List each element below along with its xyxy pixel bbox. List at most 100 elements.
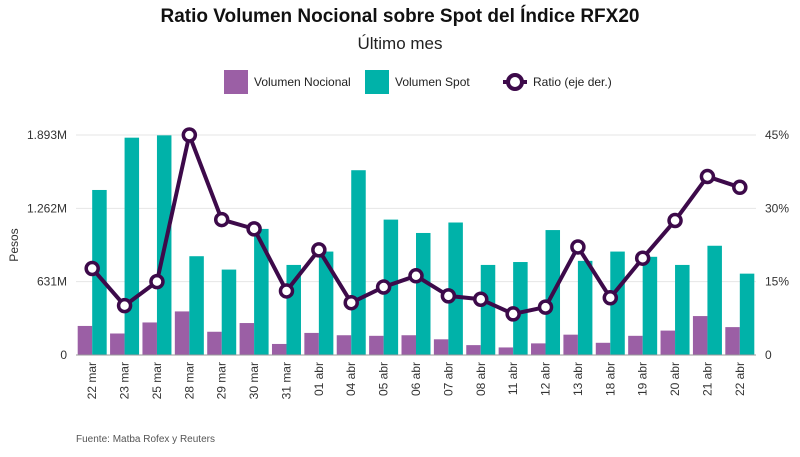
bar-nocional	[433, 339, 449, 355]
bar-nocional	[725, 327, 740, 355]
bar-nocional	[271, 343, 287, 355]
bar-spot	[156, 135, 172, 355]
x-tick-label: 28 mar	[182, 362, 196, 399]
ratio-point	[505, 306, 521, 322]
ratio-point	[732, 179, 748, 196]
bar-nocional	[174, 311, 190, 355]
x-tick-label: 05 abr	[377, 362, 391, 396]
bar-spot	[254, 228, 269, 355]
bar-spot	[642, 256, 658, 355]
x-tick-label: 01 abr	[312, 362, 326, 396]
legend: Volumen Nocional Volumen Spot Ratio (eje…	[0, 70, 800, 98]
ratio-marker-icon	[503, 73, 527, 91]
y2-tick-label: 15%	[765, 275, 789, 289]
ratio-point	[699, 168, 716, 185]
y-tick-label: 0	[60, 348, 67, 362]
bar-spot	[739, 273, 755, 355]
y-tick-label: 631M	[37, 275, 67, 289]
x-tick-label: 13 abr	[571, 362, 585, 396]
bar-nocional	[207, 331, 222, 355]
x-tick-label: 29 mar	[215, 362, 229, 399]
bar-spot	[610, 251, 625, 355]
bar-nocional	[77, 325, 93, 355]
legend-item-spot: Volumen Spot	[365, 70, 470, 94]
ratio-point	[602, 290, 619, 306]
chart-title: Ratio Volumen Nocional sobre Spot del Ín…	[160, 6, 640, 27]
x-tick-label: 19 abr	[636, 362, 650, 396]
x-tick-label: 11 abr	[506, 362, 520, 395]
x-tick-label: 04 abr	[344, 362, 358, 396]
ratio-point	[116, 297, 133, 314]
bar-spot	[448, 222, 463, 355]
ratio-line	[90, 133, 741, 316]
bar-spot	[92, 189, 107, 355]
x-tick-label: 25 mar	[150, 362, 164, 399]
ratio-point	[440, 288, 457, 304]
x-tick-label: 23 mar	[118, 362, 132, 399]
bar-spot	[189, 256, 204, 355]
x-tick-label: 31 mar	[279, 362, 293, 399]
bar-spot	[545, 230, 561, 355]
bar-nocional	[466, 345, 481, 355]
legend-swatch-ratio	[503, 70, 527, 94]
bar-nocional	[142, 322, 157, 355]
bar-nocional	[595, 342, 611, 355]
legend-item-ratio: Ratio (eje der.)	[503, 70, 612, 94]
ratio-point	[537, 299, 554, 315]
ratio-point	[375, 279, 392, 295]
x-tick-label: 12 abr	[539, 362, 553, 396]
x-tick-label: 30 mar	[247, 362, 261, 399]
bar-nocional	[563, 334, 578, 355]
y2-tick-label: 30%	[765, 201, 789, 215]
bar-spot	[707, 245, 722, 355]
bar-nocional	[531, 343, 546, 355]
bar-spot	[480, 264, 496, 355]
y2-tick-label: 0	[765, 348, 772, 362]
bar-nocional	[628, 335, 643, 355]
legend-swatch-spot	[365, 70, 389, 94]
bar-spot	[383, 219, 399, 355]
ratio-point	[343, 294, 359, 311]
bar-spot	[221, 269, 237, 355]
ratio-point	[84, 260, 100, 277]
bar-spot	[318, 251, 334, 355]
bar-spot	[416, 232, 431, 355]
ratio-point	[278, 283, 295, 299]
ratio-point	[473, 291, 489, 308]
ratio-point	[246, 221, 262, 237]
x-tick-label: 18 abr	[603, 362, 617, 396]
x-tick-label: 22 abr	[733, 362, 747, 396]
ratio-point	[149, 273, 165, 290]
legend-label-nocional: Volumen Nocional	[254, 75, 351, 89]
legend-swatch-nocional	[224, 70, 248, 94]
bar-nocional	[110, 333, 125, 355]
bar-nocional	[692, 316, 708, 355]
bar-nocional	[660, 330, 676, 355]
bar-nocional	[304, 332, 319, 355]
y-axis-label: Pesos	[7, 228, 21, 261]
x-tick-label: 08 abr	[474, 362, 488, 396]
ratio-point	[181, 127, 198, 143]
bar-nocional	[239, 323, 255, 355]
source-note: Fuente: Matba Rofex y Reuters	[76, 434, 215, 445]
bar-spot	[513, 262, 528, 355]
bar-nocional	[498, 347, 514, 355]
x-tick-label: 20 abr	[668, 362, 682, 396]
ratio-point	[408, 268, 424, 284]
chart-subtitle: Último mes	[357, 34, 443, 53]
bar-spot	[577, 260, 593, 355]
ratio-point	[311, 242, 327, 258]
bar-nocional	[369, 335, 384, 355]
bar-spot	[675, 264, 690, 355]
x-tick-label: 06 abr	[409, 362, 423, 396]
legend-item-nocional: Volumen Nocional	[224, 70, 351, 94]
bar-spot	[286, 264, 301, 355]
x-tick-label: 21 abr	[700, 362, 714, 396]
ratio-point	[570, 239, 586, 255]
ratio-point	[667, 212, 683, 229]
legend-label-ratio: Ratio (eje der.)	[533, 75, 612, 89]
y-tick-label: 1.893M	[27, 128, 67, 142]
bar-nocional	[336, 335, 352, 355]
x-tick-label: 22 mar	[85, 362, 99, 399]
